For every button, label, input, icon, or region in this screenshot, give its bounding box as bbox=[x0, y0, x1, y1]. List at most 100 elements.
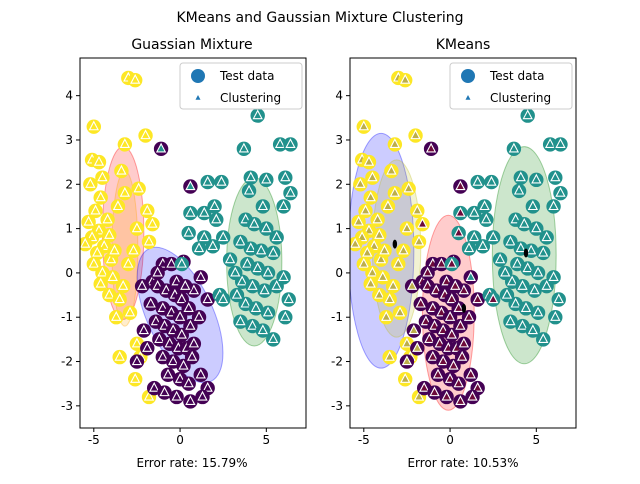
clustering-marker bbox=[278, 271, 289, 281]
clustering-marker bbox=[382, 200, 394, 211]
clustering-marker bbox=[501, 288, 513, 299]
clustering-marker bbox=[455, 180, 466, 191]
clustering-marker bbox=[358, 120, 369, 131]
clustering-marker bbox=[83, 215, 94, 226]
clustering-marker bbox=[249, 217, 260, 228]
clustering-marker bbox=[166, 306, 177, 317]
clustering-marker bbox=[180, 280, 191, 290]
clustering-marker bbox=[252, 262, 263, 273]
clustering-marker bbox=[429, 319, 440, 330]
clustering-marker bbox=[133, 182, 144, 193]
clustering-marker bbox=[237, 275, 248, 286]
clustering-marker bbox=[97, 171, 108, 182]
clustering-marker bbox=[472, 381, 483, 392]
legend-test-data-label: Test data bbox=[219, 69, 274, 83]
clustering-marker bbox=[387, 280, 399, 290]
clustering-marker bbox=[271, 231, 282, 242]
y-tick-label: -2 bbox=[61, 355, 73, 369]
clustering-marker bbox=[128, 244, 139, 255]
clustering-marker bbox=[488, 231, 499, 242]
clustering-marker bbox=[167, 355, 179, 366]
clustering-marker bbox=[117, 280, 129, 290]
y-tick-label: 4 bbox=[65, 89, 73, 103]
clustering-marker bbox=[140, 129, 151, 140]
clustering-marker bbox=[202, 175, 213, 186]
clustering-marker bbox=[136, 280, 148, 290]
clustering-marker bbox=[92, 246, 103, 257]
clustering-marker bbox=[86, 231, 98, 242]
clustering-marker bbox=[193, 311, 205, 321]
clustering-marker bbox=[88, 257, 99, 268]
clustering-marker bbox=[420, 315, 432, 326]
clustering-marker bbox=[247, 280, 258, 290]
clustering-marker bbox=[255, 244, 267, 255]
clustering-marker bbox=[550, 311, 561, 321]
clustering-marker bbox=[250, 302, 262, 312]
clustering-marker bbox=[410, 129, 421, 140]
gmm-panel: Guassian Mixture Error rate: 15.79% -5 0 5… bbox=[61, 37, 307, 470]
clustering-marker bbox=[381, 311, 392, 321]
clustering-marker bbox=[448, 359, 459, 370]
clustering-marker bbox=[446, 328, 457, 339]
clustering-marker bbox=[400, 373, 411, 383]
clustering-marker bbox=[436, 306, 447, 317]
clustering-marker bbox=[268, 246, 279, 257]
clustering-marker bbox=[538, 246, 549, 257]
clustering-marker bbox=[527, 324, 539, 335]
clustering-marker bbox=[413, 390, 425, 401]
clustering-marker bbox=[550, 171, 561, 182]
clustering-marker bbox=[142, 204, 153, 215]
clustering-marker bbox=[394, 306, 406, 317]
clustering-marker bbox=[131, 337, 143, 348]
clustering-marker bbox=[218, 231, 229, 242]
clustering-marker bbox=[472, 293, 483, 304]
clustering-marker bbox=[283, 293, 294, 304]
clustering-marker bbox=[375, 253, 387, 264]
clustering-marker bbox=[159, 319, 170, 330]
clustering-marker bbox=[176, 257, 187, 268]
clustering-marker bbox=[93, 155, 105, 166]
clustering-marker bbox=[531, 173, 542, 184]
clustering-marker bbox=[368, 240, 380, 250]
clustering-marker bbox=[90, 204, 101, 215]
clustering-marker bbox=[185, 395, 196, 406]
clustering-marker bbox=[455, 206, 466, 217]
kmeans-panel: KMeans Error rate: 10.53% -5 0 5 -3 -2 -1 0 1 2 3… bbox=[331, 37, 577, 470]
clustering-marker bbox=[548, 271, 559, 281]
clustering-marker bbox=[262, 306, 274, 317]
clustering-marker bbox=[130, 73, 141, 84]
clustering-marker bbox=[259, 284, 270, 295]
clustering-marker bbox=[507, 275, 518, 286]
clustering-marker bbox=[532, 306, 544, 317]
clustering-marker bbox=[532, 266, 544, 277]
clustering-marker bbox=[377, 271, 388, 281]
clustering-marker bbox=[154, 333, 165, 343]
clustering-marker bbox=[432, 368, 444, 379]
clustering-marker bbox=[427, 302, 438, 312]
clustering-marker bbox=[544, 138, 556, 149]
clustering-marker bbox=[379, 244, 390, 255]
clustering-marker bbox=[356, 231, 368, 242]
clustering-marker bbox=[458, 337, 470, 348]
y-tick-label: 1 bbox=[65, 222, 73, 236]
clustering-marker bbox=[431, 284, 442, 295]
clustering-marker bbox=[424, 333, 435, 343]
y-tick-label: 0 bbox=[65, 266, 73, 280]
clustering-marker bbox=[224, 253, 236, 264]
y-tick-label: -1 bbox=[331, 310, 343, 324]
clustering-marker bbox=[527, 200, 539, 211]
legend-test-data-label: Test data bbox=[489, 69, 544, 83]
clustering-marker bbox=[183, 302, 194, 312]
y-tick-label: -2 bbox=[331, 355, 343, 369]
clustering-marker bbox=[367, 171, 378, 182]
clustering-marker bbox=[467, 390, 478, 401]
clustering-marker bbox=[513, 184, 525, 195]
clustering-marker bbox=[119, 186, 131, 197]
legend-clustering-marker bbox=[465, 95, 471, 100]
clustering-marker bbox=[202, 381, 213, 392]
clustering-marker bbox=[157, 302, 168, 312]
clustering-marker bbox=[453, 302, 464, 312]
clustering-marker bbox=[515, 171, 526, 182]
clustering-marker bbox=[257, 200, 269, 211]
clustering-marker bbox=[413, 235, 425, 246]
